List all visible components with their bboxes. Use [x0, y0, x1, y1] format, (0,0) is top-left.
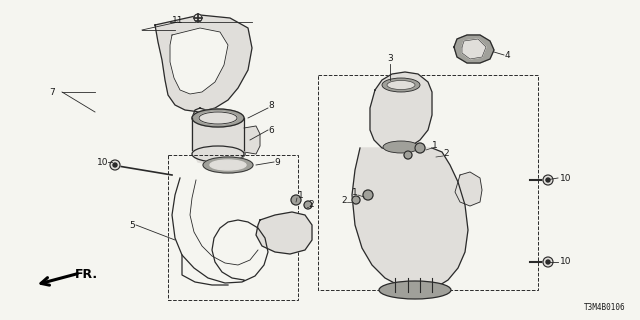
- Text: 9: 9: [274, 157, 280, 166]
- Circle shape: [404, 151, 412, 159]
- Ellipse shape: [199, 112, 237, 124]
- Polygon shape: [192, 108, 245, 165]
- Circle shape: [543, 257, 553, 267]
- Text: 5: 5: [129, 220, 135, 229]
- Polygon shape: [155, 15, 252, 112]
- Circle shape: [212, 130, 232, 150]
- Ellipse shape: [192, 109, 244, 127]
- Circle shape: [546, 260, 550, 264]
- Polygon shape: [192, 118, 244, 166]
- Circle shape: [113, 163, 117, 167]
- Polygon shape: [370, 72, 432, 150]
- Circle shape: [304, 201, 312, 209]
- Text: FR.: FR.: [75, 268, 98, 282]
- Ellipse shape: [382, 78, 420, 92]
- Ellipse shape: [203, 157, 253, 173]
- Polygon shape: [170, 28, 228, 94]
- Text: 1: 1: [352, 188, 358, 196]
- Text: 8: 8: [268, 100, 274, 109]
- Polygon shape: [455, 172, 482, 206]
- Polygon shape: [462, 39, 486, 59]
- Text: 4: 4: [505, 51, 511, 60]
- Bar: [318, 75, 538, 290]
- Polygon shape: [352, 148, 468, 290]
- Text: 7: 7: [49, 87, 55, 97]
- Polygon shape: [256, 212, 312, 254]
- Circle shape: [415, 143, 425, 153]
- Ellipse shape: [383, 141, 419, 153]
- Circle shape: [363, 190, 373, 200]
- Text: 2: 2: [341, 196, 347, 204]
- Text: 1: 1: [432, 140, 438, 149]
- Text: 3: 3: [387, 53, 393, 62]
- Circle shape: [543, 175, 553, 185]
- Text: 10: 10: [560, 173, 572, 182]
- Text: 2: 2: [308, 199, 314, 209]
- Text: 6: 6: [268, 125, 274, 134]
- Ellipse shape: [379, 281, 451, 299]
- Circle shape: [291, 195, 301, 205]
- Ellipse shape: [387, 81, 415, 90]
- Text: 2: 2: [443, 148, 449, 157]
- Circle shape: [194, 14, 202, 22]
- Ellipse shape: [192, 146, 244, 162]
- Bar: [168, 155, 298, 300]
- Polygon shape: [454, 35, 494, 63]
- Text: 1: 1: [298, 190, 304, 199]
- Polygon shape: [244, 126, 260, 154]
- Text: T3M4B0106: T3M4B0106: [584, 303, 625, 312]
- Circle shape: [352, 196, 360, 204]
- Circle shape: [546, 178, 550, 182]
- Ellipse shape: [210, 160, 246, 170]
- Text: 11: 11: [172, 15, 184, 25]
- Circle shape: [110, 160, 120, 170]
- Text: 10: 10: [560, 258, 572, 267]
- Text: 10: 10: [97, 157, 108, 166]
